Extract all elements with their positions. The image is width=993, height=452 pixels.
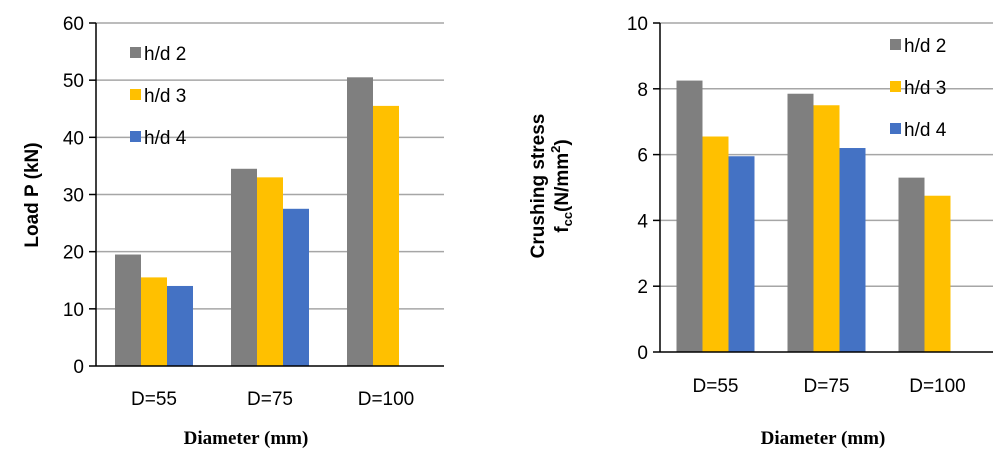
stress-chart-y-tick-label: 10 bbox=[627, 14, 648, 35]
load-chart-x-ticks: D=55 D=75 D=100 bbox=[131, 389, 414, 410]
stress-chart-x-axis-label: Diameter (mm) bbox=[761, 428, 886, 449]
load-chart-y-tick-label: 20 bbox=[63, 243, 84, 264]
stress-chart-y-label-line2: fcc(N/mm2) bbox=[548, 139, 575, 232]
load-chart-y-tick-label: 50 bbox=[63, 71, 84, 92]
load-chart-y-ticks: 0 10 20 30 40 50 60 bbox=[63, 14, 84, 378]
stress-chart-y-tick-label: 6 bbox=[637, 146, 648, 167]
stress-chart-legend-swatch bbox=[890, 39, 901, 50]
load-chart-legend: h/d 2 h/d 3 h/d 4 bbox=[130, 44, 187, 149]
stress-chart-bar bbox=[924, 195, 951, 352]
stress-chart-x-tick-label: D=75 bbox=[804, 376, 850, 397]
stress-chart-x-tick-label: D=100 bbox=[909, 376, 966, 397]
stress-chart-x-tick-label: D=55 bbox=[693, 376, 739, 397]
load-chart-legend-label: h/d 3 bbox=[144, 86, 186, 107]
load-chart-bars bbox=[115, 77, 399, 367]
stress-chart-y-axis-label: Crushing stress fcc(N/mm2) bbox=[528, 114, 575, 259]
load-chart-bar bbox=[231, 168, 257, 366]
load-chart-y-tick-label: 60 bbox=[63, 14, 84, 35]
load-chart-y-tick-label: 30 bbox=[63, 186, 84, 207]
stress-chart-bar bbox=[728, 156, 755, 352]
load-chart-legend-swatch bbox=[130, 47, 141, 58]
load-chart-x-axis-label: Diameter (mm) bbox=[184, 428, 309, 449]
stress-chart-y-tick-label: 8 bbox=[637, 80, 648, 101]
load-chart-y-tick-label: 10 bbox=[63, 300, 84, 321]
stress-chart-y-label-line1: Crushing stress bbox=[528, 114, 549, 259]
load-chart-legend-swatch bbox=[130, 89, 141, 100]
stress-chart-legend: h/d 2 h/d 3 h/d 4 bbox=[890, 36, 947, 141]
stress-chart-bar bbox=[839, 148, 866, 352]
stress-chart-y-tick-label: 0 bbox=[637, 343, 648, 364]
stress-chart-legend-swatch bbox=[890, 123, 901, 134]
load-chart-bar bbox=[373, 105, 399, 367]
stress-chart-legend-swatch bbox=[890, 81, 901, 92]
load-chart-y-tick-label: 40 bbox=[63, 128, 84, 149]
stress-chart-bar bbox=[676, 80, 703, 352]
stress-chart-bar bbox=[898, 177, 925, 352]
load-chart-x-tick-label: D=55 bbox=[131, 389, 177, 410]
load-chart-bar bbox=[257, 177, 283, 366]
stress-chart: 0 2 4 6 8 10 D=55 D=75 D=100 h/d 2 h/d 3 h/d 4 Cr… bbox=[528, 14, 993, 449]
load-chart-x-tick-label: D=75 bbox=[247, 389, 293, 410]
load-chart-x-tick-label: D=100 bbox=[358, 389, 415, 410]
load-chart-y-tick-label: 0 bbox=[73, 357, 84, 378]
stress-chart-legend-label: h/d 2 bbox=[904, 36, 946, 57]
stress-chart-bar bbox=[813, 105, 840, 352]
stress-chart-legend-label: h/d 4 bbox=[904, 120, 947, 141]
stress-chart-y-tick-label: 2 bbox=[637, 277, 648, 298]
load-chart-y-axis-label: Load P (kN) bbox=[22, 142, 43, 247]
stress-chart-y-ticks: 0 2 4 6 8 10 bbox=[627, 14, 649, 364]
stress-chart-y-tick-label: 4 bbox=[637, 211, 648, 232]
load-chart-bar bbox=[283, 208, 309, 366]
stress-chart-bar bbox=[702, 136, 729, 352]
stress-chart-legend-label: h/d 3 bbox=[904, 78, 946, 99]
load-chart-bar bbox=[167, 285, 193, 366]
load-chart-bar bbox=[141, 277, 167, 366]
load-chart-legend-swatch bbox=[130, 131, 141, 142]
stress-chart-axes bbox=[653, 22, 993, 353]
load-chart-bar bbox=[347, 77, 373, 366]
load-chart-legend-label: h/d 2 bbox=[144, 44, 186, 65]
stress-chart-bar bbox=[787, 93, 814, 353]
load-chart-legend-label: h/d 4 bbox=[144, 128, 187, 149]
stress-chart-bars bbox=[676, 80, 951, 353]
load-chart-axes bbox=[89, 22, 444, 367]
load-chart-bar bbox=[115, 254, 141, 366]
stress-chart-x-ticks: D=55 D=75 D=100 bbox=[693, 376, 966, 397]
